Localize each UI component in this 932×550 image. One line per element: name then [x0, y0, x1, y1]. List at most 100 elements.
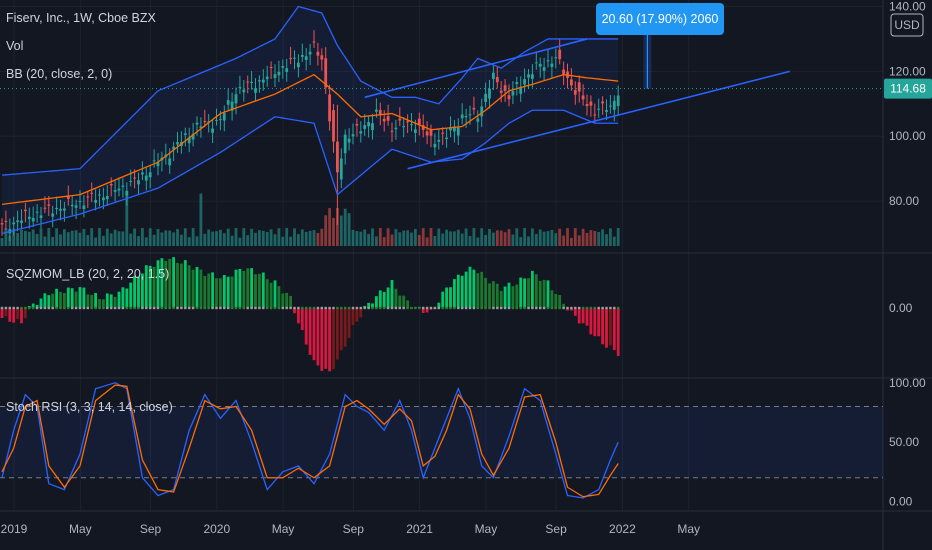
stoch-tick-label: 50.00 — [889, 435, 919, 449]
candle-body — [238, 86, 242, 88]
squeeze-dot — [581, 306, 585, 310]
stoch-rsi-legend[interactable]: Stoch RSI (3, 3, 14, 14, close) — [6, 400, 173, 414]
momentum-bar — [612, 308, 616, 351]
squeeze-dot — [496, 306, 499, 310]
bollinger-legend[interactable]: BB (20, close, 2, 0) — [6, 67, 112, 81]
candle-body — [70, 204, 74, 207]
momentum-bar — [390, 280, 394, 308]
volume-bar — [492, 232, 495, 246]
squeeze-dot — [203, 306, 206, 310]
momentum-bar — [562, 303, 565, 308]
squeeze-dot — [273, 306, 277, 310]
volume-bar — [226, 228, 230, 246]
volume-bar — [35, 234, 39, 246]
momentum-bar — [386, 287, 390, 308]
currency-button[interactable] — [890, 13, 924, 37]
volume-bar — [27, 231, 31, 246]
volume-bar — [449, 231, 452, 246]
volume-bar — [187, 237, 191, 246]
bollinger-lower-line[interactable] — [1, 109, 619, 235]
candle-body — [82, 205, 86, 210]
squeeze-dot — [211, 306, 214, 310]
bollinger-basis-line[interactable] — [1, 73, 619, 205]
squeeze-dot — [344, 306, 347, 310]
volume-bar — [273, 234, 277, 246]
squeeze-dot — [531, 306, 534, 310]
squeeze-legend[interactable]: SQZMOM_LB (20, 2, 20, 1.5) — [6, 267, 169, 281]
candle-body — [316, 51, 320, 56]
price-panel[interactable] — [0, 5, 883, 246]
candle-body — [289, 58, 292, 60]
volume-bar — [312, 230, 316, 246]
squeeze-dot — [422, 306, 425, 310]
channel-upper-line[interactable] — [364, 38, 588, 99]
candle-body — [47, 204, 51, 206]
momentum-bar — [300, 308, 304, 331]
candle-body — [417, 118, 421, 125]
candle-body — [312, 41, 316, 43]
volume-bar — [538, 229, 542, 246]
volume-bar — [542, 231, 546, 246]
measure-tooltip[interactable] — [596, 3, 724, 35]
squeeze-dot — [184, 306, 187, 310]
candle-body — [414, 129, 417, 133]
momentum-bar — [371, 303, 374, 308]
volume-bar — [332, 217, 335, 246]
squeeze-dot — [106, 306, 109, 310]
symbol-legend[interactable]: Fiserv, Inc., 1W, Cboe BZX — [6, 11, 156, 25]
candle-body — [339, 158, 343, 180]
candle-body — [254, 88, 257, 93]
volume-bar — [281, 236, 285, 246]
squeeze-dot — [207, 306, 210, 310]
volume-bar — [421, 228, 425, 246]
squeeze-dot — [601, 306, 604, 310]
volume-bar — [250, 228, 253, 246]
momentum-bar — [527, 278, 530, 308]
candle-body — [507, 95, 511, 100]
volume-bar — [425, 237, 429, 246]
volume-bar — [437, 228, 441, 246]
volume-bar — [121, 231, 125, 246]
momentum-bar — [222, 275, 226, 308]
squeeze-dot — [390, 306, 394, 310]
price-tick-label: 80.00 — [889, 194, 919, 208]
stoch-k-line[interactable] — [1, 382, 619, 499]
squeeze-dot — [176, 306, 179, 310]
momentum-bar — [246, 268, 250, 308]
squeeze-momentum-panel[interactable] — [0, 257, 620, 372]
momentum-bar — [402, 295, 406, 308]
momentum-bar — [531, 270, 534, 308]
momentum-bar — [308, 308, 312, 355]
momentum-bar — [4, 308, 8, 317]
candle-body — [441, 132, 445, 134]
volume-bar — [472, 228, 476, 246]
stoch-rsi-panel[interactable] — [0, 382, 883, 499]
squeeze-dot — [453, 306, 456, 310]
momentum-bar — [312, 308, 316, 361]
volume-legend[interactable]: Vol — [6, 39, 23, 53]
squeeze-dot — [78, 306, 82, 310]
volume-bar — [359, 231, 363, 246]
momentum-bar — [43, 293, 47, 308]
squeeze-dot — [234, 306, 238, 310]
momentum-bar — [484, 277, 487, 308]
momentum-bar — [289, 295, 292, 308]
candle-body — [562, 69, 565, 75]
squeeze-dot — [437, 306, 440, 310]
momentum-bar — [316, 308, 320, 366]
volume-bar — [527, 236, 530, 246]
momentum-bar — [160, 258, 164, 308]
squeeze-dot — [363, 306, 366, 310]
stoch-d-line[interactable] — [1, 384, 619, 498]
x-tick-label: May — [272, 522, 295, 536]
squeeze-dot — [449, 306, 452, 310]
volume-bar — [554, 233, 558, 246]
candle-body — [258, 80, 261, 82]
squeeze-dot — [464, 306, 468, 310]
candle-body — [187, 137, 191, 144]
volume-bar — [74, 230, 78, 246]
channel-lower-line[interactable] — [407, 70, 790, 170]
squeeze-dot — [617, 306, 620, 310]
squeeze-dot — [164, 306, 167, 310]
volume-bar — [183, 228, 187, 246]
